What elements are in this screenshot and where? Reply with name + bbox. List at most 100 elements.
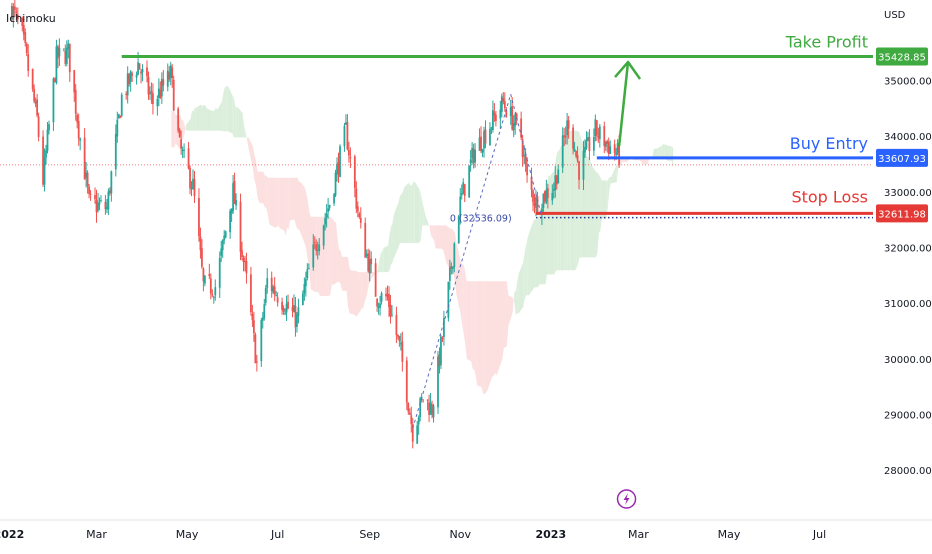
cloud-segment xyxy=(196,104,202,131)
candle xyxy=(189,165,191,195)
candle-body xyxy=(209,278,212,294)
cloud-segment xyxy=(327,216,329,297)
cloud-segment xyxy=(201,104,203,131)
cloud-segment xyxy=(443,225,445,255)
price-tag xyxy=(876,148,928,167)
fib-trend-line xyxy=(412,94,512,429)
candle-body xyxy=(337,162,340,175)
candle xyxy=(416,421,419,445)
candle-body xyxy=(429,402,432,415)
candle xyxy=(411,418,414,449)
cloud-segment xyxy=(529,220,534,296)
indicator-label: Ichimoku xyxy=(6,12,56,25)
y-tick-label: 32000.00 xyxy=(884,243,932,254)
candle-body xyxy=(492,110,494,130)
candle-body xyxy=(533,203,536,206)
candle-body xyxy=(535,197,537,208)
candle xyxy=(108,187,111,196)
cloud-segment xyxy=(460,262,463,327)
candle xyxy=(474,143,477,168)
candle xyxy=(55,39,58,85)
candle xyxy=(426,399,429,411)
candle-body xyxy=(376,298,379,307)
candle xyxy=(126,66,129,104)
candle xyxy=(405,356,408,410)
candle xyxy=(379,295,381,316)
cloud-segment xyxy=(471,281,473,370)
candle-body xyxy=(260,320,263,361)
candle xyxy=(428,394,430,423)
candle-body xyxy=(328,205,331,208)
candle xyxy=(463,183,466,203)
candle-body xyxy=(343,125,346,147)
cloud-segment xyxy=(392,213,395,263)
candle-body xyxy=(100,200,102,202)
candle-body xyxy=(325,213,328,218)
candle-body xyxy=(273,286,276,295)
cloud-segment xyxy=(526,237,528,296)
candle xyxy=(147,71,150,100)
candle xyxy=(536,191,539,216)
candle xyxy=(120,92,123,118)
cloud-segment xyxy=(441,225,444,250)
cloud-segment xyxy=(181,119,184,140)
candle-body xyxy=(303,283,306,294)
candle-body xyxy=(33,88,36,102)
candle xyxy=(282,305,285,315)
candle-body xyxy=(218,258,221,288)
candle xyxy=(244,255,246,272)
candle xyxy=(566,113,569,145)
candle-body xyxy=(27,54,30,71)
candle xyxy=(575,150,577,159)
candle xyxy=(447,281,450,322)
x-tick-label: Jul xyxy=(270,528,284,541)
candle-body xyxy=(606,140,609,144)
candle xyxy=(514,112,517,135)
candle-body xyxy=(263,304,266,319)
candle xyxy=(512,115,515,138)
cloud-segment xyxy=(212,110,215,131)
y-tick-label: 33000.00 xyxy=(884,188,932,199)
y-tick-label: 30000.00 xyxy=(884,355,932,366)
candle-body xyxy=(284,313,286,315)
candle xyxy=(450,262,453,275)
cloud-segment xyxy=(247,137,249,149)
candle xyxy=(503,92,506,112)
candle-body xyxy=(386,294,389,297)
candle xyxy=(297,298,300,324)
candle xyxy=(530,167,533,198)
cloud-segment xyxy=(601,180,607,219)
cloud-segment xyxy=(492,281,494,377)
cloud-segment xyxy=(371,272,374,278)
cloud-segment xyxy=(514,290,516,315)
candle-body xyxy=(318,244,321,251)
candle xyxy=(407,402,410,415)
candle xyxy=(86,170,89,194)
candle xyxy=(294,296,297,337)
cloud-segment xyxy=(590,159,592,258)
candle-body xyxy=(609,146,612,155)
y-tick-label: 34000.00 xyxy=(884,132,932,143)
cloud-segment xyxy=(474,281,476,376)
candle xyxy=(119,115,122,119)
candle-body xyxy=(520,118,523,138)
candle-body xyxy=(359,217,362,223)
candle-body xyxy=(437,356,439,408)
candle-body xyxy=(125,93,128,95)
candle-body xyxy=(339,146,341,177)
candle-body xyxy=(374,263,377,297)
candle-body xyxy=(67,43,70,49)
candle xyxy=(220,240,223,263)
candle-body xyxy=(95,200,98,213)
candle xyxy=(15,7,18,21)
candle xyxy=(573,141,576,152)
candle xyxy=(399,333,402,351)
candle-body xyxy=(585,140,588,149)
cloud-segment xyxy=(558,147,561,271)
cloud-segment xyxy=(299,182,301,233)
candle-body xyxy=(515,113,518,120)
cloud-segment xyxy=(394,202,399,258)
candle xyxy=(389,294,392,324)
cloud-segment xyxy=(609,177,611,191)
cloud-segment xyxy=(517,273,519,314)
